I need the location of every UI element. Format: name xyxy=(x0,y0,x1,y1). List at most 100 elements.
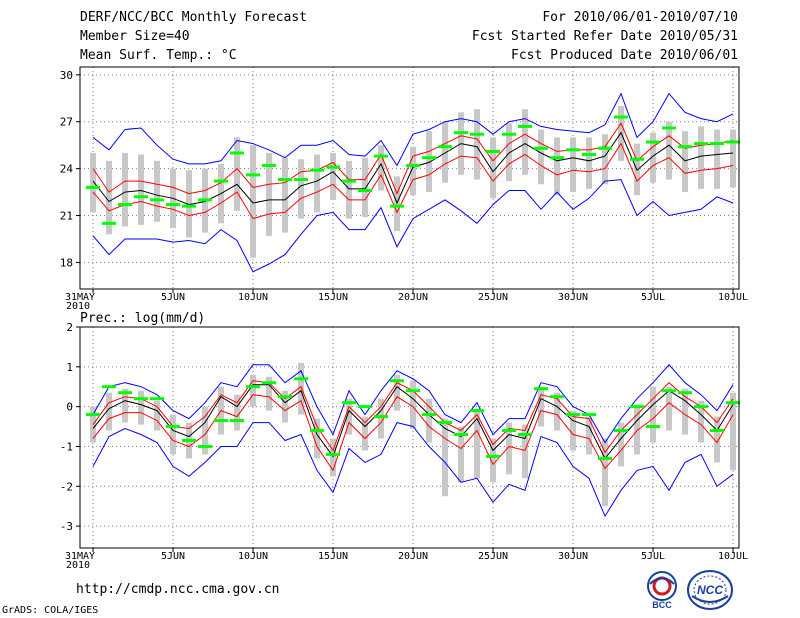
panel1-range-bar xyxy=(330,152,336,200)
panel2-observed-mark xyxy=(694,405,708,409)
panel2-xtick-label: 20JUN xyxy=(398,551,428,562)
panel1-median-line xyxy=(92,131,734,206)
panel2-range-bar xyxy=(330,438,336,477)
panel1-observed-mark xyxy=(166,203,180,207)
panel2-observed-mark xyxy=(646,425,660,429)
panel2-observed-mark xyxy=(582,413,596,417)
panel2-observed-mark xyxy=(518,433,532,437)
panel2-range-bar xyxy=(314,418,320,459)
panel2-range-bar xyxy=(506,422,512,475)
panel1-observed-mark xyxy=(470,132,484,136)
panel1-observed-mark xyxy=(662,126,676,130)
panel1-observed-mark xyxy=(118,203,132,207)
panel2-range-bar xyxy=(154,400,160,431)
panel1-observed-mark xyxy=(326,165,340,169)
panel2-range-bar xyxy=(106,392,112,431)
panel1-observed-mark xyxy=(278,178,292,182)
panel2-observed-mark xyxy=(630,405,644,409)
panel2-range-bar xyxy=(282,390,288,423)
panel1-range-bar xyxy=(346,160,352,219)
panel2-observed-mark xyxy=(598,456,612,460)
panel2-range-bar xyxy=(698,400,704,443)
panel1-observed-mark xyxy=(518,124,532,128)
panel2-range-bar xyxy=(730,392,736,471)
panel2-range-bar xyxy=(362,416,368,451)
panel1-range-bar xyxy=(650,132,656,183)
panel1-observed-mark xyxy=(214,179,228,183)
panel2-observed-mark xyxy=(198,444,212,448)
panel2-observed-mark xyxy=(246,385,260,389)
ncc-logo-text: NCC xyxy=(697,583,723,597)
panel1-observed-mark xyxy=(630,157,644,161)
panel1-range-bar xyxy=(570,137,576,193)
panel2-range-bar xyxy=(602,438,608,507)
forecast-period-label: For 2010/06/01-2010/07/10 xyxy=(542,10,738,25)
panel2-xtick-label: 10JUL xyxy=(718,551,748,562)
panel1-range-bar xyxy=(682,131,688,193)
panel2-range-bar xyxy=(378,398,384,439)
panel1-xtick-label: 10JUL xyxy=(718,292,748,303)
panel2-min-line xyxy=(92,422,734,518)
panel1-observed-mark xyxy=(262,163,276,167)
panel2-observed-mark xyxy=(102,385,116,389)
panel2-range-bar xyxy=(346,398,352,435)
panel2-range-bar xyxy=(714,416,720,463)
panel1-observed-mark xyxy=(198,198,212,202)
panel1-observed-mark xyxy=(646,140,660,144)
panel1-observed-mark xyxy=(598,146,612,150)
bcc-logo: BCC xyxy=(647,571,677,610)
panel1-xtick-label: 25JUN xyxy=(478,292,508,303)
panel2-range-bar xyxy=(250,374,256,407)
panel2-range-bar xyxy=(570,410,576,451)
panel2-observed-mark xyxy=(342,401,356,405)
panel2-observed-mark xyxy=(294,377,308,381)
panel1-observed-mark xyxy=(534,146,548,150)
panel2-ytick-label: -3 xyxy=(60,520,73,533)
panel1-range-bar xyxy=(666,121,672,180)
panel2-observed-mark xyxy=(374,415,388,419)
panel1-max-line xyxy=(92,92,734,167)
panel1-range-bar xyxy=(186,170,192,238)
chart-title: DERF/NCC/BCC Monthly Forecast xyxy=(80,10,307,25)
panel2-observed-mark xyxy=(534,387,548,391)
panel1-range-bar xyxy=(554,137,560,196)
panel1-observed-mark xyxy=(406,163,420,167)
forecast-started-label: Fcst Started Refer Date 2010/05/31 xyxy=(471,29,738,44)
panel2-observed-mark xyxy=(166,425,180,429)
panel1-observed-mark xyxy=(678,145,692,149)
panel2-range-bar xyxy=(522,424,528,479)
panel2-title: Prec.: log(mm/d) xyxy=(80,311,205,326)
panel1-range-bar xyxy=(602,134,608,185)
source-url[interactable]: http://cmdp.ncc.cma.gov.cn xyxy=(76,582,280,597)
panel2-range-bar xyxy=(410,380,416,429)
panel2-observed-mark xyxy=(502,429,516,433)
panel1-observed-mark xyxy=(246,173,260,177)
panel1-range-bar xyxy=(730,129,736,188)
panel1-observed-mark xyxy=(438,145,452,149)
panel2-observed-mark xyxy=(438,421,452,425)
panel1-xtick-label: 30JUN xyxy=(558,292,588,303)
grads-credit: GrADS: COLA/IGES xyxy=(2,605,99,616)
panel1-observed-mark xyxy=(358,189,372,193)
panel2-range-bar xyxy=(170,414,176,455)
panel2-range-bar xyxy=(298,362,304,415)
panel1-range-bar xyxy=(506,123,512,182)
panel1-range-bar xyxy=(586,137,592,189)
panel2-xtick-label: 15JUN xyxy=(318,551,348,562)
panel2-observed-mark xyxy=(278,395,292,399)
panel1-observed-mark xyxy=(86,185,100,189)
panel2-observed-mark xyxy=(262,381,276,385)
panel1-ytick-label: 18 xyxy=(60,256,73,269)
panel2-observed-mark xyxy=(326,452,340,456)
panel1-observed-mark xyxy=(726,140,740,144)
panel2-range-bar xyxy=(474,408,480,479)
panel1-range-bar xyxy=(522,109,528,175)
panel1-range-bar xyxy=(410,146,416,196)
panel1-q75-line xyxy=(92,122,734,195)
panel1-observed-mark xyxy=(582,153,596,157)
panel2-observed-mark xyxy=(422,413,436,417)
panel1-range-bar xyxy=(266,152,272,236)
panel2-observed-mark xyxy=(150,397,164,401)
panel2-observed-mark xyxy=(662,389,676,393)
